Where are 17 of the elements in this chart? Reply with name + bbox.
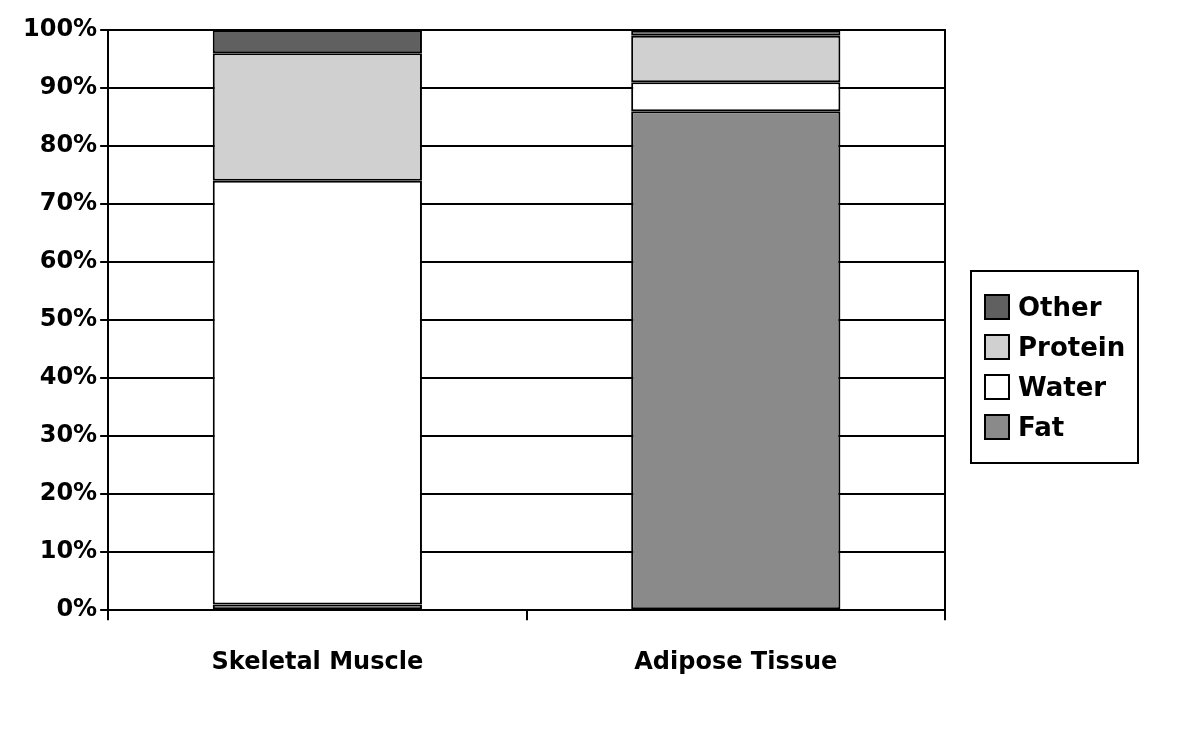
- y-tick-label: 20%: [39, 478, 98, 507]
- y-tick-label: 70%: [39, 188, 98, 217]
- y-tick-label: 100%: [22, 14, 98, 43]
- legend-label: Other: [1018, 292, 1102, 322]
- x-tick-label: Skeletal Muscle: [211, 646, 424, 675]
- text: Water: [1018, 372, 1107, 402]
- y-tick-label: 0%: [56, 594, 98, 623]
- y-tick-label: 80%: [39, 130, 98, 159]
- y-tick-label: 40%: [39, 362, 98, 391]
- x-tick-label: Adipose Tissue: [634, 646, 838, 675]
- y-tick-label: 30%: [39, 420, 98, 449]
- legend-label: Fat: [1018, 412, 1065, 442]
- y-tick-label: 50%: [39, 304, 98, 333]
- y-tick-label: 90%: [39, 72, 98, 101]
- y-tick-label: 60%: [39, 246, 98, 275]
- y-tick-label: 10%: [39, 536, 98, 565]
- legend-label: Protein: [1018, 332, 1126, 362]
